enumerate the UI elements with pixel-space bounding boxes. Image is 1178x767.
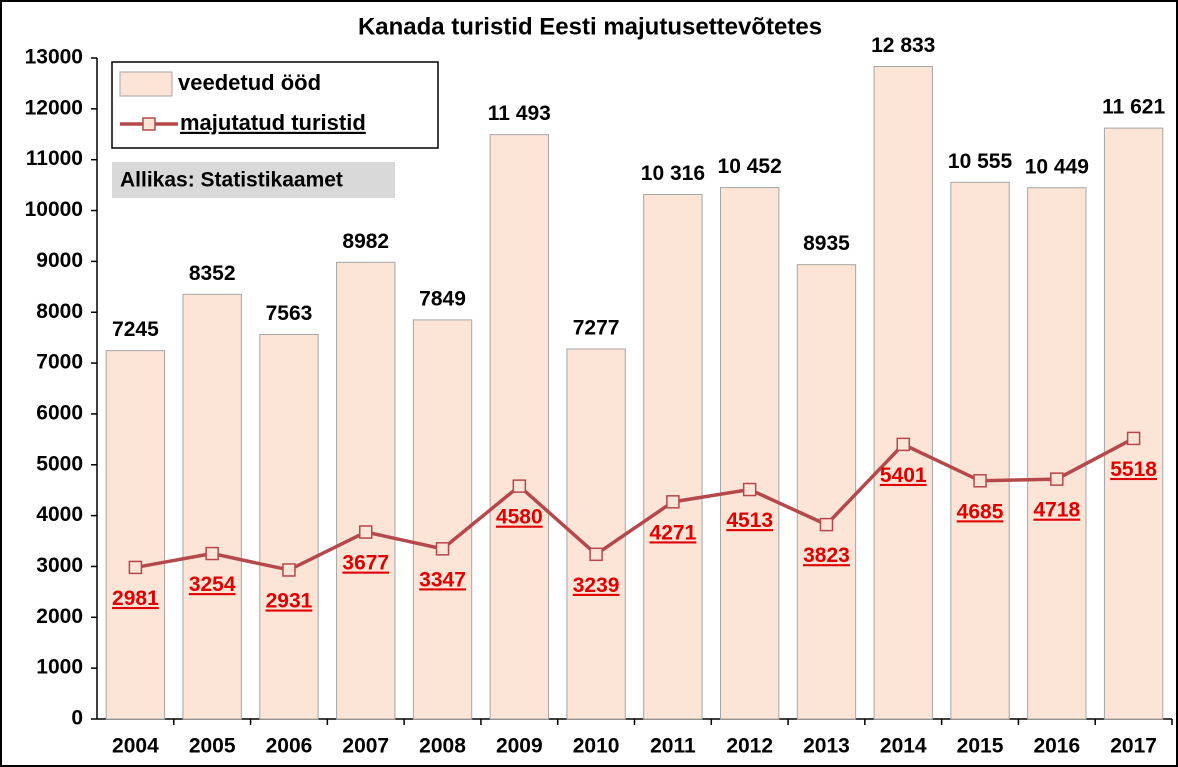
legend-label: veedetud ööd [178,70,321,95]
bar [873,65,933,720]
x-tick-label: 2013 [803,735,850,758]
bar-value-label: 7849 [419,287,466,310]
x-tick-label: 2004 [112,735,159,758]
line-value-label: 2931 [266,590,313,613]
bar [720,187,780,720]
line-value-label: 4513 [726,509,773,532]
line-value-label: 3823 [803,544,850,567]
y-tick-label: 7000 [36,351,83,374]
x-tick-label: 2009 [496,735,543,758]
y-tick-label: 5000 [36,452,83,475]
y-tick-label: 3000 [36,554,83,577]
line-value-label: 4271 [650,521,697,544]
legend-swatch [119,71,173,97]
annotation-box [112,162,395,198]
bar-value-label: 11 493 [488,102,551,125]
bar-value-label: 7245 [112,318,159,341]
plot-area: 0 1000 2000 3000 4000 5000 6000 7000 8000 9000 100… [25,34,1173,758]
line-marker [589,547,603,562]
annotation: Allikas: Statistikaamet [120,169,343,192]
bar-value-label: 8935 [803,232,850,255]
x-tick-label: 2016 [1033,735,1080,758]
bar-value-label: 10 555 [948,150,1013,173]
x-tick-label: 2006 [266,735,313,758]
line [135,436,1135,572]
line-value-label: 3347 [419,568,466,591]
bar [796,264,857,720]
bar [259,333,319,720]
line-marker [282,563,296,577]
bar [105,350,166,720]
y-tick-label: 9000 [36,249,83,272]
y-tick-label: 1000 [36,656,83,679]
x-tick-label: 2007 [342,735,389,758]
chart-title: Kanada turistid Eesti majutusettevõtetes [358,13,822,40]
bar-value-label: 10 452 [718,155,782,178]
x-tick-label: 2015 [957,735,1004,758]
bar-value-label: 8352 [189,262,236,285]
y-tick-label: 10000 [25,198,83,221]
line-marker [205,546,219,561]
bar [643,193,703,720]
line-marker [819,517,834,532]
line-value-label: 3239 [573,574,620,597]
y-tick-label: 12000 [25,96,83,119]
line-value-label: 3677 [342,552,389,575]
line-value-label: 3254 [189,573,236,596]
line-value-label: 5518 [1110,458,1157,481]
bar-value-label: 10 316 [641,162,705,185]
bar [489,134,549,720]
bar [950,181,1010,720]
line-value-label: 5401 [880,464,927,487]
bar [1027,187,1087,720]
line-marker [1050,472,1064,486]
y-tick-label: 11000 [26,147,83,170]
y-tick-label: 2000 [36,605,83,628]
x-tick-label: 2012 [726,735,773,758]
x-tick-label: 2014 [880,735,927,758]
line-marker [666,495,680,509]
legend-label: majutatud turistid [180,110,366,135]
bar [336,261,396,720]
bar-value-label: 7563 [266,302,313,325]
line-marker [742,482,757,497]
line-marker [512,479,527,493]
bar [1103,127,1164,720]
line-value-label: 4718 [1033,499,1080,522]
x-tick-label: 2017 [1110,735,1157,758]
y-tick-label: 0 [71,707,83,730]
y-tick-label: 8000 [36,300,83,323]
bar-value-label: 10 449 [1025,155,1089,178]
bar [182,293,242,720]
bar-value-label: 12 833 [871,34,935,57]
line-marker [359,525,373,539]
line-marker [435,542,450,556]
line-value-label: 4685 [957,500,1004,523]
x-tick-label: 2008 [419,735,466,758]
line-marker [1126,431,1141,446]
bar [412,319,473,720]
line-value-label: 4580 [496,506,543,529]
line-value-label: 2981 [112,587,159,610]
y-tick-label: 6000 [36,401,83,424]
y-tick-label: 4000 [36,503,83,526]
line-marker [128,560,143,575]
bar-value-label: 8982 [342,230,389,253]
line-marker [973,474,987,488]
bar-value-label: 11 621 [1102,96,1165,119]
x-tick-label: 2011 [650,735,696,758]
legend-marker [142,117,156,131]
bar-value-label: 7277 [573,317,620,340]
y-tick-label: 13000 [25,46,83,69]
x-tick-label: 2010 [573,735,620,758]
line-marker [896,437,910,452]
x-tick-label: 2005 [189,735,236,758]
